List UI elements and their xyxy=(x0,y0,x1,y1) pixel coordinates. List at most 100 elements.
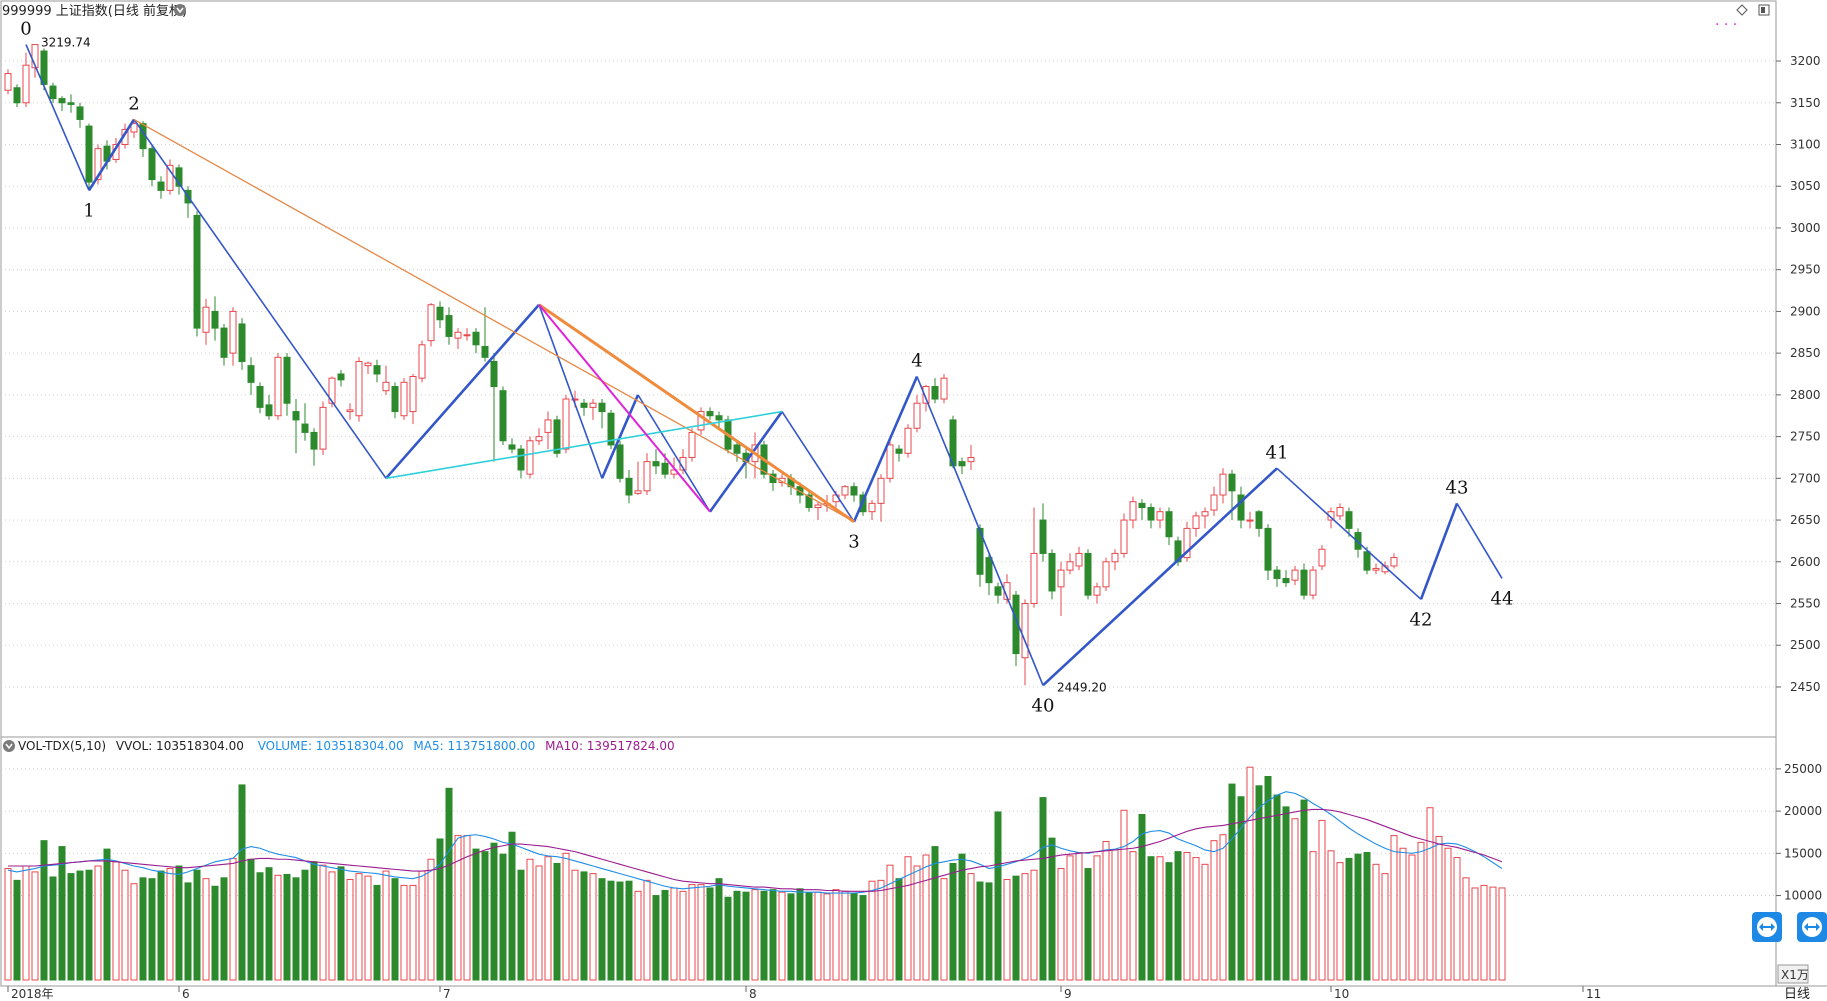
candle-body xyxy=(274,356,282,417)
volume-bar xyxy=(382,870,390,981)
candle-body xyxy=(481,345,489,358)
volume-bar xyxy=(886,864,894,981)
price-tick-label: 3200 xyxy=(1790,54,1821,68)
volume-bar xyxy=(121,869,129,981)
volume-bar xyxy=(967,873,975,981)
volume-bar xyxy=(112,861,120,981)
volume-bar xyxy=(526,858,534,981)
volume-bar xyxy=(283,873,291,981)
remote-widget-1[interactable] xyxy=(1752,912,1782,942)
volume-bar xyxy=(1282,806,1290,981)
candle-body xyxy=(1156,511,1164,521)
volume-bar xyxy=(1156,856,1164,981)
candle-body xyxy=(571,398,579,401)
volume-bar xyxy=(1228,783,1236,981)
candle-body xyxy=(1201,511,1209,517)
candle-body xyxy=(976,527,984,575)
volume-bar xyxy=(1066,855,1074,981)
candle-body xyxy=(1273,569,1281,579)
wave-segment xyxy=(133,118,387,479)
volume-bar xyxy=(1399,847,1407,981)
date-tick-label: 11 xyxy=(1586,987,1601,1001)
remote-widget-2[interactable] xyxy=(1797,912,1827,942)
volume-bar xyxy=(706,887,714,981)
volume-bar xyxy=(1219,834,1227,981)
volume-bar xyxy=(1102,841,1110,981)
date-tick-label: 8 xyxy=(749,987,757,1001)
volume-bar xyxy=(355,873,363,981)
wave-segment xyxy=(600,394,640,479)
volume-bar xyxy=(787,893,795,981)
candle-body xyxy=(31,44,39,69)
wave-label-43: 43 xyxy=(1446,477,1469,498)
candle-body xyxy=(850,486,858,496)
price-tick-label: 2500 xyxy=(1790,638,1821,652)
volume-menu-icon[interactable] xyxy=(3,740,15,752)
volume-bar xyxy=(958,853,966,981)
date-tick-label: 2018年 xyxy=(11,987,54,1001)
volume-bar xyxy=(454,835,462,981)
candle-body xyxy=(616,444,624,479)
candle-body xyxy=(589,402,597,408)
volume-bar xyxy=(184,882,192,981)
candle-body xyxy=(1075,552,1083,567)
candle-body xyxy=(337,373,345,381)
candle-body xyxy=(1210,494,1218,511)
candle-body xyxy=(409,376,417,413)
volume-bar xyxy=(211,885,219,981)
volume-bar xyxy=(301,869,309,981)
volume-bar xyxy=(1120,809,1128,981)
candle-body xyxy=(805,494,813,509)
candle-body xyxy=(697,411,705,431)
candle-body xyxy=(202,306,210,333)
volume-bar xyxy=(1084,868,1092,981)
candle-body xyxy=(256,386,264,408)
volume-bar xyxy=(607,880,615,981)
volume-bar xyxy=(1165,862,1173,981)
volume-bar xyxy=(1444,847,1452,981)
candle-body xyxy=(418,344,426,379)
candle-body xyxy=(652,461,660,467)
candle-body xyxy=(499,390,507,442)
volume-bar xyxy=(1057,868,1065,981)
volume-bar xyxy=(913,865,921,981)
candle-body xyxy=(265,404,273,417)
diamond-icon[interactable] xyxy=(1736,4,1748,16)
candle-body xyxy=(526,440,534,475)
wave-label-42: 42 xyxy=(1410,609,1433,630)
volume-bar xyxy=(481,851,489,981)
volume-bar xyxy=(598,878,606,981)
volume-bar xyxy=(697,884,705,981)
candle-body xyxy=(436,306,444,321)
volume-bar xyxy=(1138,813,1146,981)
window-icon[interactable] xyxy=(1758,4,1770,16)
candle-body xyxy=(1372,567,1380,571)
candle-body xyxy=(445,315,453,337)
candle-body xyxy=(310,431,318,450)
unit-label: X1万 xyxy=(1781,968,1809,982)
volume-bar xyxy=(103,848,111,981)
candle-body xyxy=(1102,561,1110,588)
volume-bar xyxy=(1192,857,1200,981)
title-menu-icon[interactable] xyxy=(174,4,186,16)
candle-body xyxy=(400,381,408,417)
volume-header: VOL-TDX(5,10) VVOL: 103518304.00 VOLUME:… xyxy=(3,739,675,753)
candlestick-series xyxy=(4,44,1398,686)
orange-trendline-thin xyxy=(133,118,855,523)
volume-bar xyxy=(436,838,444,981)
candle-body xyxy=(157,181,165,191)
price-tick-label: 3050 xyxy=(1790,179,1821,193)
volume-bar xyxy=(472,848,480,981)
candle-body xyxy=(1327,511,1335,521)
candle-body xyxy=(175,167,183,187)
candle-body xyxy=(922,386,930,404)
high-price-annotation: 3219.74 xyxy=(41,36,91,50)
candle-body xyxy=(940,377,948,400)
candle-body xyxy=(706,411,714,417)
volume-bar xyxy=(1408,854,1416,981)
volume-bar xyxy=(1273,794,1281,981)
volume-bar xyxy=(229,857,237,981)
volume-bar xyxy=(85,869,93,981)
volume-bar xyxy=(418,870,426,981)
